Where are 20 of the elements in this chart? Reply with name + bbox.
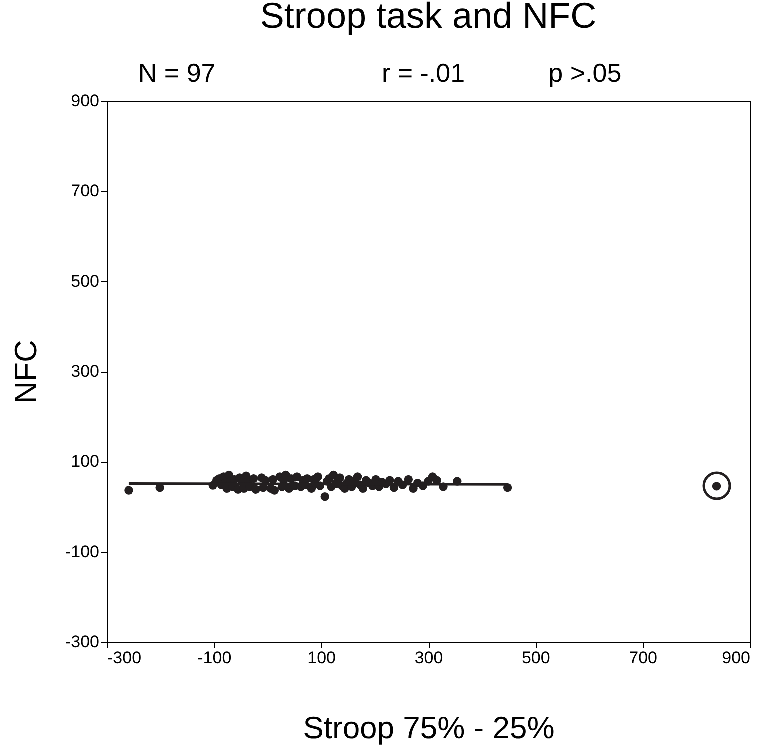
x-tick-label: 900 xyxy=(722,648,750,668)
y-tick-label: 500 xyxy=(71,272,100,291)
y-tick-label: 100 xyxy=(71,452,100,472)
y-tick-label: 300 xyxy=(71,362,100,381)
x-tick-label: -100 xyxy=(198,648,232,668)
x-tick-label: 100 xyxy=(308,648,336,668)
y-tick-label: -300 xyxy=(65,632,100,652)
x-tick-label: 300 xyxy=(414,648,444,668)
y-tick-label: 700 xyxy=(71,182,100,201)
x-tick-label: -300 xyxy=(108,648,142,668)
text: p >.05 xyxy=(548,58,622,89)
text: N = 97 xyxy=(138,58,216,89)
x-tick-label: 500 xyxy=(522,648,550,668)
y-tick-label: -100 xyxy=(65,542,100,562)
text: r = -.01 xyxy=(382,58,466,89)
x-tick-label: 700 xyxy=(629,648,658,668)
y-axis-title: NFC xyxy=(8,340,44,404)
x-axis-title: Stroop 75% - 25% xyxy=(303,710,555,746)
y-tick-label: 900 xyxy=(71,92,100,110)
chart-title: Stroop task and NFC xyxy=(260,0,597,36)
